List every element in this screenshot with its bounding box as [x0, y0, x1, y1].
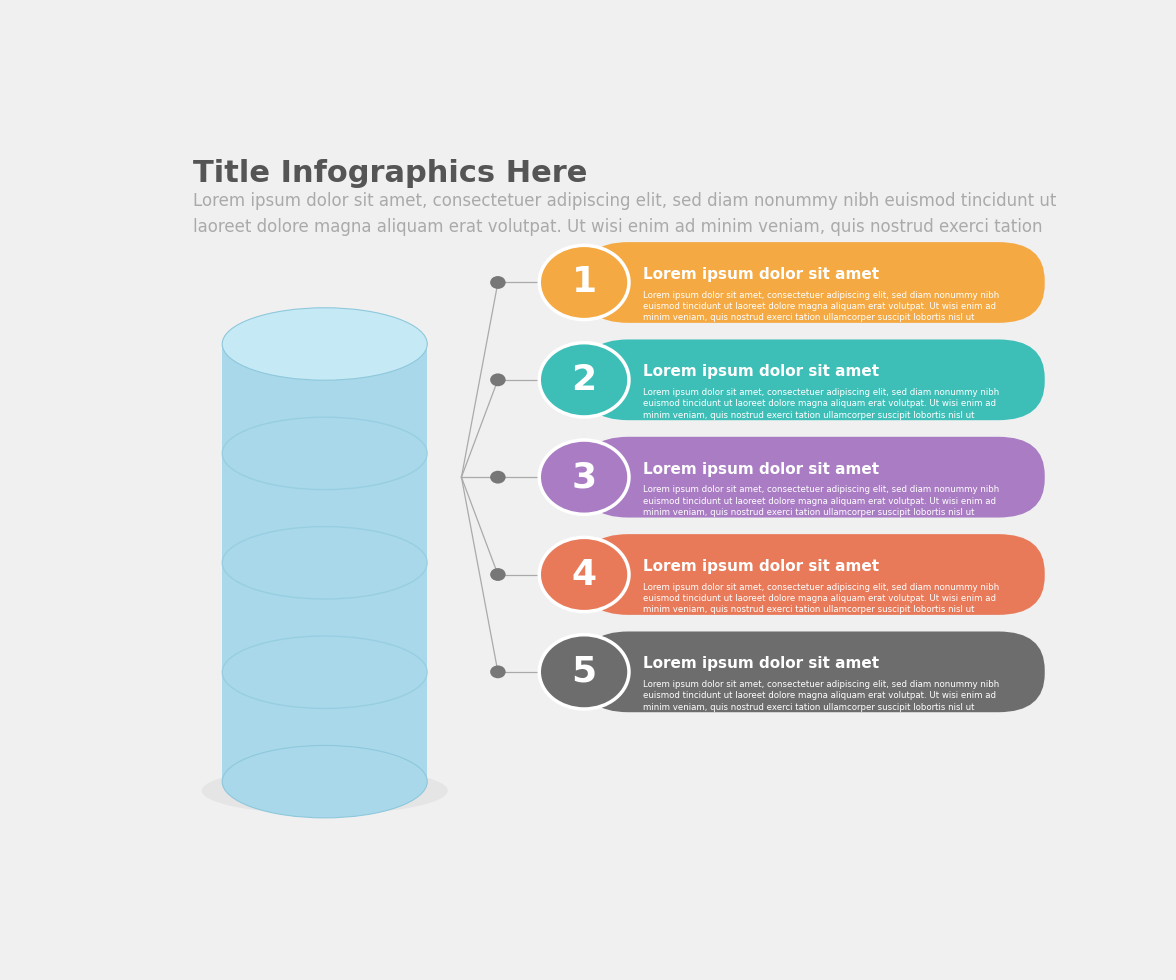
Circle shape: [490, 568, 506, 581]
Text: 1: 1: [572, 266, 596, 300]
Ellipse shape: [222, 746, 427, 818]
Ellipse shape: [222, 417, 427, 490]
Text: Lorem ipsum dolor sit amet: Lorem ipsum dolor sit amet: [642, 657, 878, 671]
Text: 5: 5: [572, 655, 596, 689]
FancyBboxPatch shape: [582, 534, 1044, 614]
Text: 2: 2: [572, 363, 596, 397]
Text: Lorem ipsum dolor sit amet, consectetuer adipiscing elit, sed diam nonummy nibh
: Lorem ipsum dolor sit amet, consectetuer…: [642, 485, 998, 517]
Ellipse shape: [202, 767, 448, 814]
FancyBboxPatch shape: [582, 631, 1044, 712]
Ellipse shape: [222, 526, 427, 599]
Ellipse shape: [222, 636, 427, 709]
Text: Lorem ipsum dolor sit amet, consectetuer adipiscing elit, sed diam nonummy nibh
: Lorem ipsum dolor sit amet, consectetuer…: [642, 680, 998, 711]
Circle shape: [540, 635, 629, 709]
Circle shape: [490, 276, 506, 289]
Text: Lorem ipsum dolor sit amet, consectetuer adipiscing elit, sed diam nonummy nibh : Lorem ipsum dolor sit amet, consectetuer…: [193, 191, 1056, 236]
Circle shape: [540, 440, 629, 514]
Text: Lorem ipsum dolor sit amet, consectetuer adipiscing elit, sed diam nonummy nibh
: Lorem ipsum dolor sit amet, consectetuer…: [642, 290, 998, 322]
Circle shape: [490, 665, 506, 678]
FancyBboxPatch shape: [582, 339, 1044, 420]
Text: Title Infographics Here: Title Infographics Here: [193, 159, 587, 188]
Text: Lorem ipsum dolor sit amet, consectetuer adipiscing elit, sed diam nonummy nibh
: Lorem ipsum dolor sit amet, consectetuer…: [642, 388, 998, 419]
Circle shape: [490, 373, 506, 386]
Circle shape: [490, 470, 506, 483]
Text: 3: 3: [572, 461, 596, 494]
Text: Lorem ipsum dolor sit amet: Lorem ipsum dolor sit amet: [642, 267, 878, 282]
Ellipse shape: [222, 308, 427, 380]
Text: Lorem ipsum dolor sit amet: Lorem ipsum dolor sit amet: [642, 462, 878, 476]
Circle shape: [540, 343, 629, 416]
Circle shape: [540, 245, 629, 319]
Text: Lorem ipsum dolor sit amet, consectetuer adipiscing elit, sed diam nonummy nibh
: Lorem ipsum dolor sit amet, consectetuer…: [642, 582, 998, 614]
Text: Lorem ipsum dolor sit amet: Lorem ipsum dolor sit amet: [642, 559, 878, 574]
FancyBboxPatch shape: [582, 242, 1044, 322]
FancyBboxPatch shape: [582, 437, 1044, 517]
Circle shape: [540, 537, 629, 612]
Text: 4: 4: [572, 558, 596, 592]
Text: Lorem ipsum dolor sit amet: Lorem ipsum dolor sit amet: [642, 365, 878, 379]
Polygon shape: [222, 344, 427, 782]
